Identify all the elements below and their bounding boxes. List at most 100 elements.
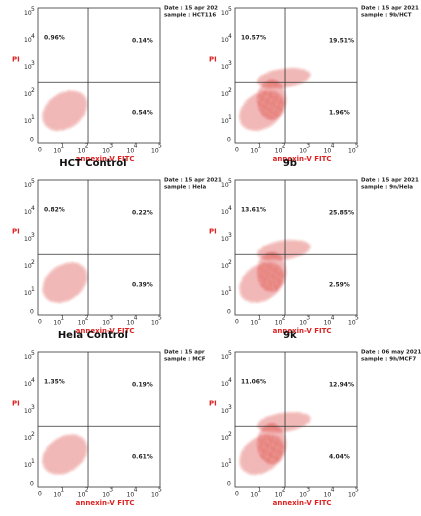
y-tick-exp: 3 <box>31 404 35 411</box>
x-tick-base: 10 <box>299 492 307 499</box>
y-tick-exp: 1 <box>31 458 35 465</box>
y-tick-exp: 5 <box>31 6 35 13</box>
y-tick-base: 10 <box>221 354 229 361</box>
x-tick-exp: 3 <box>109 315 113 322</box>
x-tick-base: 10 <box>53 320 61 327</box>
y-tick-exp: 1 <box>31 114 35 121</box>
y-tick-base: 10 <box>221 435 229 442</box>
sample: sample : 9b/HCT <box>361 13 412 19</box>
y-tick-zero: 0 <box>30 481 34 488</box>
panel: 10.57% 19.51% 1.96% Date : 15 apr 2021sampl… <box>209 6 419 170</box>
y-tick-exp: 1 <box>31 286 35 293</box>
x-tick-exp: 1 <box>60 315 64 322</box>
y-tick-exp: 2 <box>31 87 35 94</box>
x-tick-base: 10 <box>78 148 86 155</box>
x-tick-base: 10 <box>78 320 86 327</box>
y-tick-exp: 4 <box>31 377 35 384</box>
y-axis-label: PI <box>12 227 20 235</box>
x-tick-base: 10 <box>348 320 356 327</box>
lower-right-percent: 0.39% <box>132 282 153 289</box>
y-tick-zero: 0 <box>30 309 34 316</box>
x-tick-exp: 5 <box>355 315 359 322</box>
y-tick-base: 10 <box>24 462 32 469</box>
x-tick-base: 10 <box>127 492 135 499</box>
x-tick-base: 10 <box>275 148 283 155</box>
x-tick-base: 10 <box>102 148 110 155</box>
sample: sample : HCT116 <box>164 13 216 19</box>
x-tick-exp: 1 <box>257 143 261 150</box>
x-tick-exp: 2 <box>282 487 286 494</box>
x-axis-label: annexin-V FITC <box>76 327 135 335</box>
y-axis-label: PI <box>209 55 217 63</box>
y-tick-exp: 5 <box>31 350 35 357</box>
upper-left-percent: 11.06% <box>241 379 266 386</box>
x-tick-exp: 5 <box>158 143 162 150</box>
lower-right-percent: 2.59% <box>329 282 350 289</box>
x-tick-exp: 4 <box>134 143 138 150</box>
date: Date : 06 may 2021 <box>361 350 421 356</box>
x-tick-zero: 0 <box>38 491 42 498</box>
cell-cloud <box>239 68 311 131</box>
cloud <box>42 434 88 475</box>
y-tick-base: 10 <box>221 91 229 98</box>
y-tick-base: 10 <box>221 64 229 71</box>
x-tick-zero: 0 <box>235 319 239 326</box>
x-tick-exp: 5 <box>158 315 162 322</box>
upper-left-percent: 0.82% <box>44 207 65 214</box>
x-tick-exp: 4 <box>331 143 335 150</box>
y-tick-exp: 4 <box>228 205 232 212</box>
y-tick-exp: 1 <box>228 286 232 293</box>
y-tick-base: 10 <box>24 118 32 125</box>
x-axis-label: annexin-V FITC <box>273 327 332 335</box>
x-tick-zero: 0 <box>235 147 239 154</box>
lower-right-percent: 0.61% <box>132 454 153 461</box>
y-tick-exp: 4 <box>228 33 232 40</box>
x-tick-exp: 1 <box>60 487 64 494</box>
x-tick-base: 10 <box>151 320 159 327</box>
y-tick-exp: 3 <box>31 232 35 239</box>
upper-right-percent: 0.14% <box>132 38 153 45</box>
y-tick-exp: 3 <box>228 232 232 239</box>
x-axis-label: annexin-V FITC <box>76 155 135 163</box>
x-tick-base: 10 <box>324 492 332 499</box>
sample: sample : MCF <box>164 357 206 363</box>
x-tick-exp: 5 <box>355 487 359 494</box>
date: Date : 15 apr 202 <box>164 6 218 12</box>
y-tick-exp: 2 <box>228 431 232 438</box>
y-tick-exp: 2 <box>228 87 232 94</box>
y-tick-exp: 4 <box>31 33 35 40</box>
caption: Hela Control <box>58 330 128 341</box>
cell-cloud <box>239 240 311 303</box>
x-tick-base: 10 <box>250 148 258 155</box>
y-tick-exp: 5 <box>31 178 35 185</box>
y-tick-base: 10 <box>221 209 229 216</box>
y-tick-zero: 0 <box>30 137 34 144</box>
y-tick-exp: 2 <box>31 259 35 266</box>
x-axis-label: annexin-V FITC <box>273 499 332 507</box>
y-tick-base: 10 <box>24 263 32 270</box>
x-tick-exp: 1 <box>257 487 261 494</box>
y-tick-exp: 1 <box>228 114 232 121</box>
x-tick-exp: 3 <box>306 143 310 150</box>
lower-right-percent: 0.54% <box>132 110 153 117</box>
upper-left-percent: 13.61% <box>241 207 266 214</box>
x-tick-base: 10 <box>78 492 86 499</box>
cloud <box>256 423 287 465</box>
x-tick-base: 10 <box>348 492 356 499</box>
y-tick-exp: 5 <box>228 6 232 13</box>
y-tick-zero: 0 <box>227 309 231 316</box>
x-tick-exp: 2 <box>282 143 286 150</box>
x-tick-base: 10 <box>348 148 356 155</box>
x-tick-base: 10 <box>53 148 61 155</box>
y-tick-base: 10 <box>24 182 32 189</box>
x-tick-exp: 1 <box>60 143 64 150</box>
y-tick-base: 10 <box>24 64 32 71</box>
y-tick-base: 10 <box>221 236 229 243</box>
cloud <box>42 90 88 131</box>
x-tick-base: 10 <box>299 320 307 327</box>
cell-cloud <box>239 412 311 475</box>
x-tick-base: 10 <box>275 320 283 327</box>
x-tick-base: 10 <box>102 492 110 499</box>
